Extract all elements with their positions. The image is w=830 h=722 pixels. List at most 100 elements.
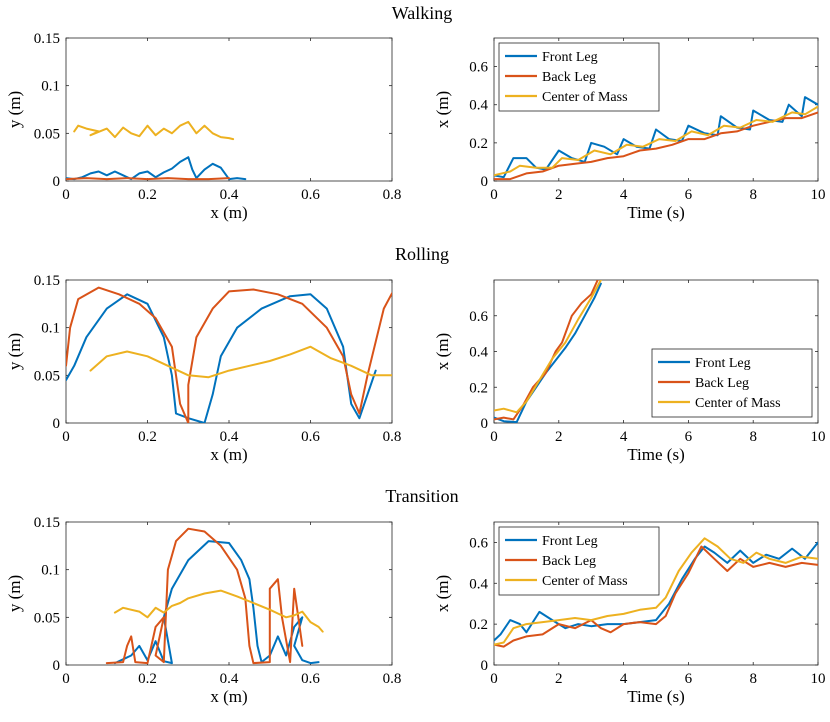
legend-label: Center of Mass [695,396,781,411]
series-center-of-mass [73,120,235,141]
x-tick-label: 10 [811,187,826,203]
chart-transition-time: 0 2 4 6 8 10 0 0.2 0.4 0.6 Time (s) x (m) Front Leg B… [433,521,826,706]
series-front-leg [66,156,247,181]
x-tick-label: 8 [749,187,757,203]
series-group [494,280,602,423]
y-axis-label: y (m) [5,91,24,128]
y-axis-label: x (m) [433,91,452,128]
legend-label: Back Leg [542,70,596,85]
legend-label: Back Leg [695,376,749,391]
series-center-of-mass [89,345,392,379]
x-tick-label: 0.2 [138,671,157,687]
title-rolling: Rolling [395,244,449,264]
x-tick-label: 6 [685,671,693,687]
x-tick-label: 0 [490,671,498,687]
x-tick-label: 0 [62,671,70,687]
y-tick-label: 0.6 [469,535,488,551]
y-tick-label: 0 [53,658,61,674]
x-tick-label: 0.6 [301,429,320,445]
x-tick-label: 0.4 [220,671,239,687]
y-axis-label: x (m) [433,333,452,370]
x-tick-label: 10 [811,429,826,445]
title-transition: Transition [385,486,458,506]
x-tick-label: 8 [749,671,757,687]
legend-label: Center of Mass [542,574,628,589]
x-tick-label: 0.2 [138,187,157,203]
y-tick-label: 0.05 [34,610,60,626]
y-tick-label: 0.15 [34,515,60,531]
y-tick-label: 0.6 [469,309,488,325]
x-tick-label: 8 [749,429,757,445]
y-axis-label: y (m) [5,333,24,370]
axes-box [65,279,393,424]
y-axis-label: x (m) [433,575,452,612]
y-tick-label: 0.15 [34,31,60,47]
x-tick-label: 10 [811,671,826,687]
series-center-of-mass [494,280,602,414]
title-walking: Walking [392,3,453,23]
series-front-leg [494,282,602,423]
x-axis-label: Time (s) [627,445,684,464]
series-back-leg [66,177,230,181]
y-tick-label: 0 [481,416,489,432]
y-tick-label: 0.1 [41,79,60,95]
y-tick-label: 0 [481,174,489,190]
y-tick-label: 0 [53,416,61,432]
x-tick-label: 0 [490,187,498,203]
x-axis-label: x (m) [210,203,247,222]
x-tick-label: 0.4 [220,429,239,445]
series-group [66,120,247,181]
x-tick-label: 2 [555,671,563,687]
series-back-leg [105,527,304,665]
y-tick-label: 0.4 [469,345,488,361]
x-tick-label: 0 [62,429,70,445]
y-tick-label: 0.1 [41,563,60,579]
x-tick-label: 4 [620,187,628,203]
series-back-leg [66,286,392,423]
x-tick-label: 0.8 [383,671,402,687]
axes-box [65,37,393,182]
legend-label: Back Leg [542,554,596,569]
chart-transition-xy: 0 0.2 0.4 0.6 0.8 0 0.05 0.1 0.15 x (m) y (m) [5,515,401,706]
x-tick-label: 0 [62,187,70,203]
series-front-leg [494,541,818,642]
series-back-leg [494,545,818,648]
y-tick-label: 0 [53,174,61,190]
x-tick-label: 0.6 [301,671,320,687]
x-tick-label: 0.8 [383,187,402,203]
series-group [494,537,818,648]
x-tick-label: 0.4 [220,187,239,203]
x-axis-label: x (m) [210,445,247,464]
y-tick-label: 0.2 [469,136,488,152]
legend-label: Front Leg [542,534,598,549]
x-tick-label: 0 [490,429,498,445]
x-axis-label: x (m) [210,687,247,706]
y-tick-label: 0.2 [469,380,488,396]
chart-rolling-time: 0 2 4 6 8 10 0 0.2 0.4 0.6 Time (s) x (m) Front Leg B… [433,279,826,464]
legend: Front Leg Back Leg Center of Mass [651,348,813,418]
x-tick-label: 6 [685,187,693,203]
y-tick-label: 0.2 [469,617,488,633]
series-center-of-mass [494,537,818,646]
legend: Front Leg Back Leg Center of Mass [498,42,660,112]
x-axis-label: Time (s) [627,687,684,706]
series-back-leg [494,111,818,181]
y-axis-label: y (m) [5,575,24,612]
x-tick-label: 2 [555,187,563,203]
x-tick-label: 0.8 [383,429,402,445]
x-tick-label: 0.6 [301,187,320,203]
series-group [105,527,324,665]
y-tick-label: 0.05 [34,126,60,142]
series-group [66,286,392,423]
chart-rolling-xy: 0 0.2 0.4 0.6 0.8 0 0.05 0.1 0.15 x (m) y (m) [5,273,401,464]
y-tick-label: 0.05 [34,368,60,384]
y-tick-label: 0.4 [469,98,488,114]
y-tick-label: 0 [481,658,489,674]
y-tick-label: 0.1 [41,321,60,337]
x-tick-label: 2 [555,429,563,445]
x-tick-label: 4 [620,671,628,687]
chart-walking-xy: 0 0.2 0.4 0.6 0.8 0 0.05 0.1 0.15 x (m) y (m) [5,31,401,222]
legend-label: Front Leg [542,50,598,65]
chart-walking-time: 0 2 4 6 8 10 0 0.2 0.4 0.6 Time (s) x (m) Front Leg B… [433,37,826,222]
